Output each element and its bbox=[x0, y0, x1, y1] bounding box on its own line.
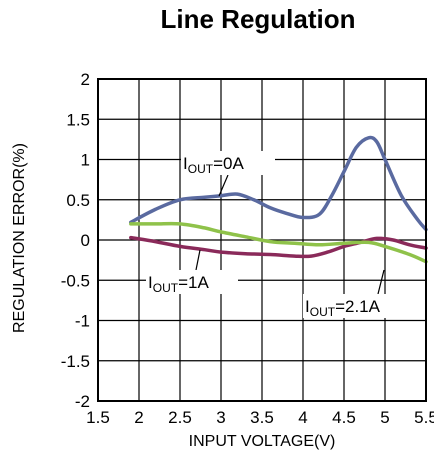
x-tick-label: 2.5 bbox=[168, 408, 192, 427]
label-background bbox=[303, 294, 409, 318]
x-tick-label: 5.5 bbox=[414, 408, 434, 427]
y-tick-label: 1.5 bbox=[66, 110, 90, 129]
y-tick-label: -1.5 bbox=[61, 352, 90, 371]
x-tick-label: 1.5 bbox=[86, 408, 110, 427]
leader-line bbox=[218, 174, 229, 197]
x-tick-label: 3 bbox=[216, 408, 225, 427]
y-tick-label: -1 bbox=[75, 312, 90, 331]
leader-line bbox=[377, 269, 385, 295]
series-line-iout-0a bbox=[129, 135, 428, 232]
label-iout-0a: IOUT=0A bbox=[181, 151, 275, 197]
y-tick-label: 0.5 bbox=[66, 191, 90, 210]
label-background bbox=[181, 151, 275, 175]
label-background bbox=[146, 270, 238, 294]
x-tick-label: 2 bbox=[134, 408, 143, 427]
x-tick-label: 3.5 bbox=[250, 408, 274, 427]
y-tick-label: -2 bbox=[75, 392, 90, 411]
series-label-text: IOUT=0A bbox=[183, 154, 244, 176]
plot-frame bbox=[97, 78, 427, 402]
label-iout-1a: IOUT=1A bbox=[146, 249, 238, 295]
label-iout-2-1a: IOUT=2.1A bbox=[303, 269, 409, 319]
x-tick-label: 4.5 bbox=[332, 408, 356, 427]
y-tick-label: 2 bbox=[81, 70, 90, 89]
series-label-text: IOUT=1A bbox=[148, 273, 209, 295]
tick-labels: 1.5 2 2.5 3 3.5 4 4.5 5 5.5 2 1.5 1 0.5 0 -0.5 -1 -1.5 -2 bbox=[61, 70, 434, 427]
series-annotations: IOUT=0A IOUT=1A IOUT=2.1A bbox=[146, 151, 409, 319]
series-line-iout-2-1a bbox=[129, 221, 428, 264]
y-axis-label: REGULATION ERROR(%) bbox=[11, 143, 28, 333]
series-lines bbox=[129, 135, 428, 264]
y-tick-label: -0.5 bbox=[61, 271, 90, 290]
leader-line bbox=[195, 249, 201, 271]
chart-title: Line Regulation bbox=[161, 4, 356, 34]
x-tick-label: 4 bbox=[298, 408, 307, 427]
series-label-text: IOUT=2.1A bbox=[305, 297, 381, 319]
series-line-iout-1a bbox=[129, 235, 428, 259]
x-tick-label: 5 bbox=[380, 408, 389, 427]
x-axis-label: INPUT VOLTAGE(V) bbox=[189, 433, 336, 450]
y-tick-label: 1 bbox=[81, 151, 90, 170]
y-tick-label: 0 bbox=[81, 231, 90, 250]
